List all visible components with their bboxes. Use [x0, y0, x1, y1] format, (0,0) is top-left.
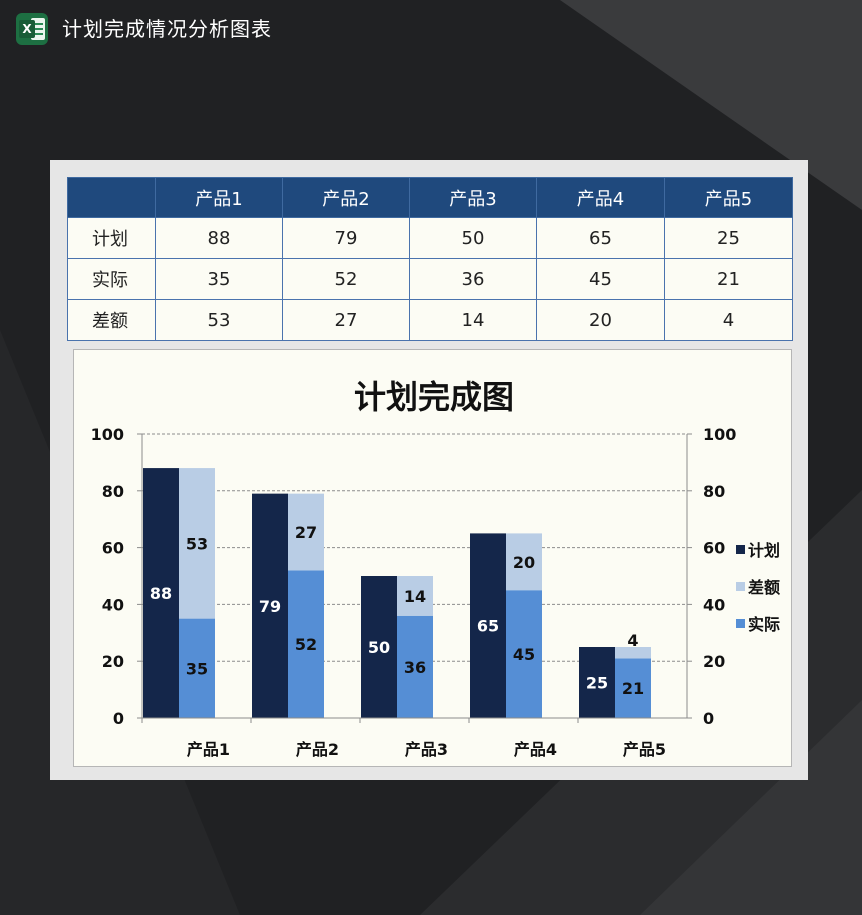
header-cell: 产品3	[409, 177, 537, 218]
table-cell: 4	[664, 299, 793, 341]
bar-plan	[143, 468, 179, 718]
bar-difference	[179, 468, 215, 619]
data-label-plan: 50	[368, 638, 390, 657]
plan-completion-chart: 计划完成图 88 35 53 79 52 27 50 36 14 65 45 20 25 21 4 0 20 4…	[91, 378, 780, 759]
table-row-plan: 计划 88 79 50 65 25	[67, 217, 793, 259]
y-tick-label: 60	[102, 539, 124, 558]
legend-swatch	[736, 619, 745, 628]
x-tick-label: 产品5	[623, 740, 666, 759]
table-cell: 25	[664, 217, 793, 259]
bar-plan	[361, 576, 397, 718]
table-row-actual: 实际 35 52 36 45 21	[67, 258, 793, 300]
legend-swatch	[736, 545, 745, 554]
table-cell: 88	[155, 217, 283, 259]
data-label-difference: 4	[627, 631, 638, 650]
secondary-y-tick-label: 80	[703, 482, 725, 501]
header-cell-corner	[67, 177, 156, 218]
x-tick-label: 产品4	[514, 740, 557, 759]
legend-label: 计划	[748, 541, 780, 560]
excel-icon: X	[16, 13, 48, 45]
header-cell: 产品5	[664, 177, 793, 218]
data-label-actual: 45	[513, 645, 535, 664]
secondary-y-tick-label: 0	[703, 709, 714, 728]
bar-actual	[288, 570, 324, 718]
table-row-difference: 差额 53 27 14 20 4	[67, 299, 793, 341]
data-table: 产品1 产品2 产品3 产品4 产品5 计划 88 79 50 65 25 实际…	[67, 177, 793, 341]
table-cell: 53	[155, 299, 283, 341]
data-label-plan: 65	[477, 617, 499, 636]
bar-plan	[252, 493, 288, 718]
data-label-actual: 35	[186, 659, 208, 678]
data-label-difference: 27	[295, 523, 317, 542]
bar-difference	[506, 533, 542, 591]
bar-actual	[397, 615, 433, 718]
table-header-row: 产品1 产品2 产品3 产品4 产品5	[67, 177, 793, 218]
row-label: 差额	[67, 299, 156, 341]
data-label-plan: 79	[259, 597, 281, 616]
table-cell: 65	[536, 217, 665, 259]
secondary-y-tick-label: 60	[703, 539, 725, 558]
header-cell: 产品2	[282, 177, 410, 218]
bar-plan	[470, 533, 506, 718]
chart-area: 计划完成图 88 35 53 79 52 27 50 36 14 65 45 20 25 21 4 0 20 4…	[73, 349, 792, 767]
y-tick-label: 80	[102, 482, 124, 501]
table-cell: 50	[409, 217, 537, 259]
table-cell: 36	[409, 258, 537, 300]
table-cell: 79	[282, 217, 410, 259]
x-tick-label: 产品2	[296, 740, 339, 759]
table-cell: 21	[664, 258, 793, 300]
data-label-actual: 36	[404, 658, 426, 677]
secondary-y-tick-label: 40	[703, 595, 725, 614]
data-label-difference: 20	[513, 553, 535, 572]
y-tick-label: 100	[91, 425, 124, 444]
row-label: 计划	[67, 217, 156, 259]
y-tick-label: 40	[102, 595, 124, 614]
secondary-y-tick-label: 100	[703, 425, 736, 444]
x-tick-label: 产品3	[405, 740, 448, 759]
table-cell: 52	[282, 258, 410, 300]
table-cell: 35	[155, 258, 283, 300]
table-cell: 45	[536, 258, 665, 300]
bar-actual	[615, 658, 651, 718]
legend-swatch	[736, 582, 745, 591]
bar-difference	[615, 647, 651, 659]
row-label: 实际	[67, 258, 156, 300]
window-titlebar: X 计划完成情况分析图表	[0, 0, 862, 60]
data-label-actual: 52	[295, 635, 317, 654]
legend-label: 实际	[748, 615, 780, 634]
legend-label: 差额	[748, 578, 780, 597]
header-cell: 产品1	[155, 177, 283, 218]
data-label-actual: 21	[622, 679, 644, 698]
data-label-plan: 88	[150, 584, 172, 603]
data-label-plan: 25	[586, 674, 608, 693]
y-tick-label: 20	[102, 652, 124, 671]
x-tick-label: 产品1	[187, 740, 230, 759]
table-cell: 20	[536, 299, 665, 341]
y-tick-label: 0	[113, 709, 124, 728]
header-cell: 产品4	[536, 177, 665, 218]
bar-difference	[288, 493, 324, 571]
bar-actual	[179, 618, 215, 718]
bar-difference	[397, 576, 433, 616]
secondary-y-tick-label: 20	[703, 652, 725, 671]
data-label-difference: 53	[186, 534, 208, 553]
window-title: 计划完成情况分析图表	[62, 17, 272, 41]
table-cell: 27	[282, 299, 410, 341]
bar-plan	[579, 647, 615, 718]
table-cell: 14	[409, 299, 537, 341]
bar-actual	[506, 590, 542, 718]
chart-title: 计划完成图	[354, 378, 514, 416]
data-label-difference: 14	[404, 587, 426, 606]
